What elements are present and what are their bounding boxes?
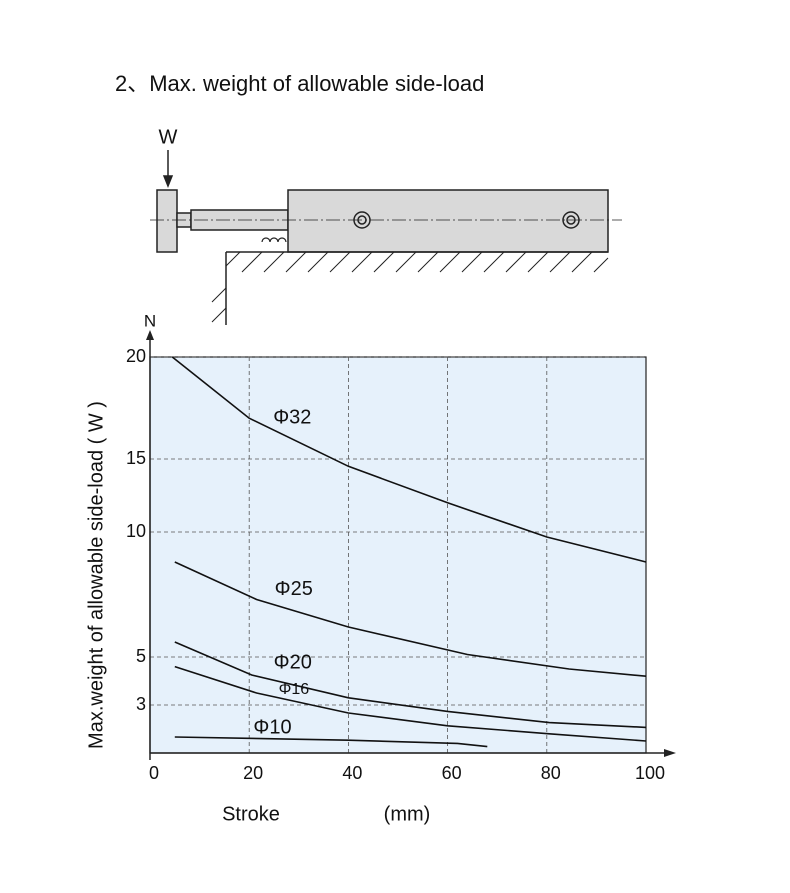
curve-label: Φ10	[253, 716, 291, 738]
curve-label: Φ20	[274, 651, 312, 673]
title: 2、Max. weight of allowable side-load	[115, 71, 484, 96]
x-tick-label: 40	[342, 763, 362, 783]
x-tick-label: 20	[243, 763, 263, 783]
curve-label: Φ25	[275, 578, 313, 600]
x-tick-label: 0	[149, 763, 159, 783]
x-tick-label: 60	[442, 763, 462, 783]
x-arrow	[664, 749, 676, 757]
x-axis-label: Stroke	[222, 803, 280, 825]
y-tick-label: 5	[136, 646, 146, 666]
curve-label: Φ32	[273, 406, 311, 428]
y-axis-label: Max.weight of allowable side-load ( W )	[85, 401, 107, 749]
y-unit: N	[144, 311, 156, 330]
x-tick-label: 100	[635, 763, 665, 783]
y-tick-label: 20	[126, 346, 146, 366]
plot-area	[149, 356, 647, 754]
load-label: W	[159, 126, 178, 148]
curve	[174, 736, 488, 748]
curve	[174, 641, 647, 729]
curve	[174, 665, 647, 742]
x-tick-label: 80	[541, 763, 561, 783]
x-axis-unit: (mm)	[384, 803, 431, 825]
y-tick-label: 10	[126, 521, 146, 541]
y-tick-label: 15	[126, 448, 146, 468]
curve	[171, 356, 647, 563]
y-arrow	[146, 330, 154, 340]
curve-label: Φ16	[279, 681, 310, 698]
cylinder-diagram: W	[150, 126, 622, 325]
curve	[174, 561, 647, 677]
y-tick-label: 3	[136, 694, 146, 714]
